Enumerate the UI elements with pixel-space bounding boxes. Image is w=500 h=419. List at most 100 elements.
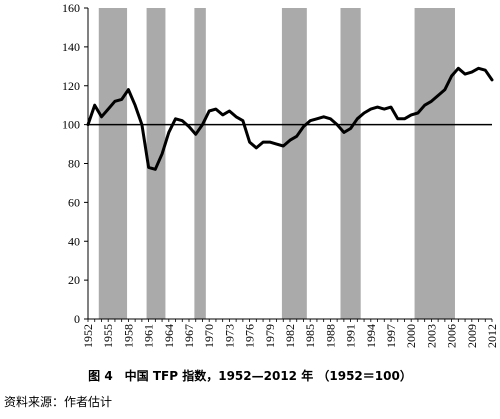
data-point bbox=[491, 79, 493, 81]
y-tick-label: 100 bbox=[62, 118, 80, 132]
data-point bbox=[356, 118, 358, 120]
data-point bbox=[148, 166, 150, 168]
x-tick-label: 1970 bbox=[202, 324, 216, 348]
data-point bbox=[437, 94, 439, 97]
data-point bbox=[141, 124, 143, 126]
data-point bbox=[363, 112, 365, 114]
data-point bbox=[444, 89, 446, 91]
x-tick-label: 1967 bbox=[182, 324, 196, 348]
data-point bbox=[188, 125, 190, 128]
data-point bbox=[100, 116, 103, 118]
x-tick-label: 1988 bbox=[323, 324, 337, 348]
x-tick-label: 1976 bbox=[243, 324, 257, 348]
data-point bbox=[477, 67, 480, 69]
data-point bbox=[201, 124, 204, 126]
data-point bbox=[161, 153, 163, 155]
chart-axes bbox=[84, 7, 493, 322]
x-tick-label: 1955 bbox=[101, 324, 115, 348]
data-point bbox=[417, 112, 419, 114]
data-point bbox=[390, 106, 392, 108]
data-point bbox=[471, 71, 473, 73]
shaded-period-6 bbox=[414, 8, 455, 319]
data-point bbox=[255, 147, 257, 149]
data-point bbox=[410, 114, 412, 116]
x-tick-label: 1958 bbox=[121, 324, 135, 348]
x-tick-label: 1997 bbox=[384, 324, 398, 348]
shaded-period-3 bbox=[194, 8, 206, 319]
data-point bbox=[181, 120, 183, 122]
x-tick-labels: 1952 1955 1958 1961 1964 1967 1970 1973 1976 1979… bbox=[81, 324, 499, 348]
x-tick-label: 2006 bbox=[445, 324, 459, 348]
shaded-period-5 bbox=[340, 8, 361, 319]
data-point bbox=[370, 108, 372, 110]
data-point bbox=[329, 118, 331, 120]
data-point bbox=[350, 127, 352, 130]
data-point bbox=[484, 69, 486, 71]
data-point bbox=[174, 118, 177, 120]
tfp-series bbox=[86, 66, 494, 171]
data-point bbox=[168, 131, 170, 133]
data-point bbox=[208, 110, 210, 112]
data-point bbox=[316, 118, 318, 120]
y-tick-label: 80 bbox=[68, 157, 80, 171]
data-point bbox=[134, 104, 136, 106]
data-point bbox=[343, 131, 345, 133]
data-point bbox=[215, 108, 217, 110]
data-point bbox=[376, 106, 379, 108]
data-point bbox=[289, 139, 291, 141]
data-point bbox=[451, 75, 453, 77]
data-point bbox=[94, 104, 96, 106]
data-point bbox=[262, 141, 264, 143]
data-point bbox=[282, 145, 284, 147]
data-point bbox=[154, 168, 156, 170]
x-tick-label: 2003 bbox=[424, 324, 438, 348]
data-point bbox=[195, 133, 197, 135]
data-point bbox=[228, 110, 230, 112]
x-tick-label: 2012 bbox=[485, 324, 499, 348]
x-tick-label: 1964 bbox=[162, 324, 176, 348]
data-point bbox=[121, 98, 123, 100]
y-tick-label: 160 bbox=[62, 1, 80, 15]
data-point bbox=[457, 67, 459, 69]
data-point bbox=[114, 100, 116, 102]
data-point bbox=[302, 125, 305, 128]
x-tick-label: 1961 bbox=[142, 324, 156, 348]
y-tick-label: 60 bbox=[68, 195, 80, 209]
x-tick-label: 2000 bbox=[404, 324, 418, 348]
data-point bbox=[424, 104, 426, 106]
data-point bbox=[336, 124, 338, 126]
data-point bbox=[249, 141, 251, 143]
data-point bbox=[275, 143, 278, 145]
x-tick-label: 1994 bbox=[364, 324, 378, 348]
y-tick-label: 20 bbox=[68, 273, 80, 287]
x-tick-label: 1952 bbox=[81, 324, 95, 348]
data-point bbox=[403, 118, 406, 120]
x-tick-label: 1991 bbox=[344, 324, 358, 348]
y-tick-label: 140 bbox=[62, 40, 80, 54]
x-tick-label: 1979 bbox=[263, 324, 277, 348]
y-tick-label: 120 bbox=[62, 79, 80, 93]
data-point bbox=[87, 124, 89, 126]
figure-caption: 图 4 中国 TFP 指数，1952—2012 年 （1952＝100） bbox=[88, 369, 412, 383]
data-point bbox=[430, 100, 432, 102]
x-tick-label: 1973 bbox=[222, 324, 236, 348]
data-point bbox=[464, 73, 466, 75]
data-point bbox=[323, 116, 325, 118]
y-tick-labels: 0 20 40 60 80 100 120 140 160 bbox=[62, 1, 80, 326]
data-point bbox=[242, 120, 244, 122]
data-point bbox=[127, 89, 129, 91]
y-tick-label: 0 bbox=[74, 312, 80, 326]
data-point bbox=[222, 114, 224, 116]
data-point bbox=[397, 118, 399, 120]
y-tick-label: 40 bbox=[68, 234, 80, 248]
data-point bbox=[383, 108, 385, 110]
data-point bbox=[269, 141, 271, 143]
shaded-periods bbox=[98, 8, 455, 319]
x-tick-label: 1985 bbox=[303, 324, 317, 348]
x-tick-label: 2009 bbox=[465, 324, 479, 348]
shaded-period-4 bbox=[281, 8, 307, 319]
data-point bbox=[309, 120, 311, 122]
shaded-period-1 bbox=[98, 8, 128, 319]
data-point bbox=[296, 135, 298, 137]
